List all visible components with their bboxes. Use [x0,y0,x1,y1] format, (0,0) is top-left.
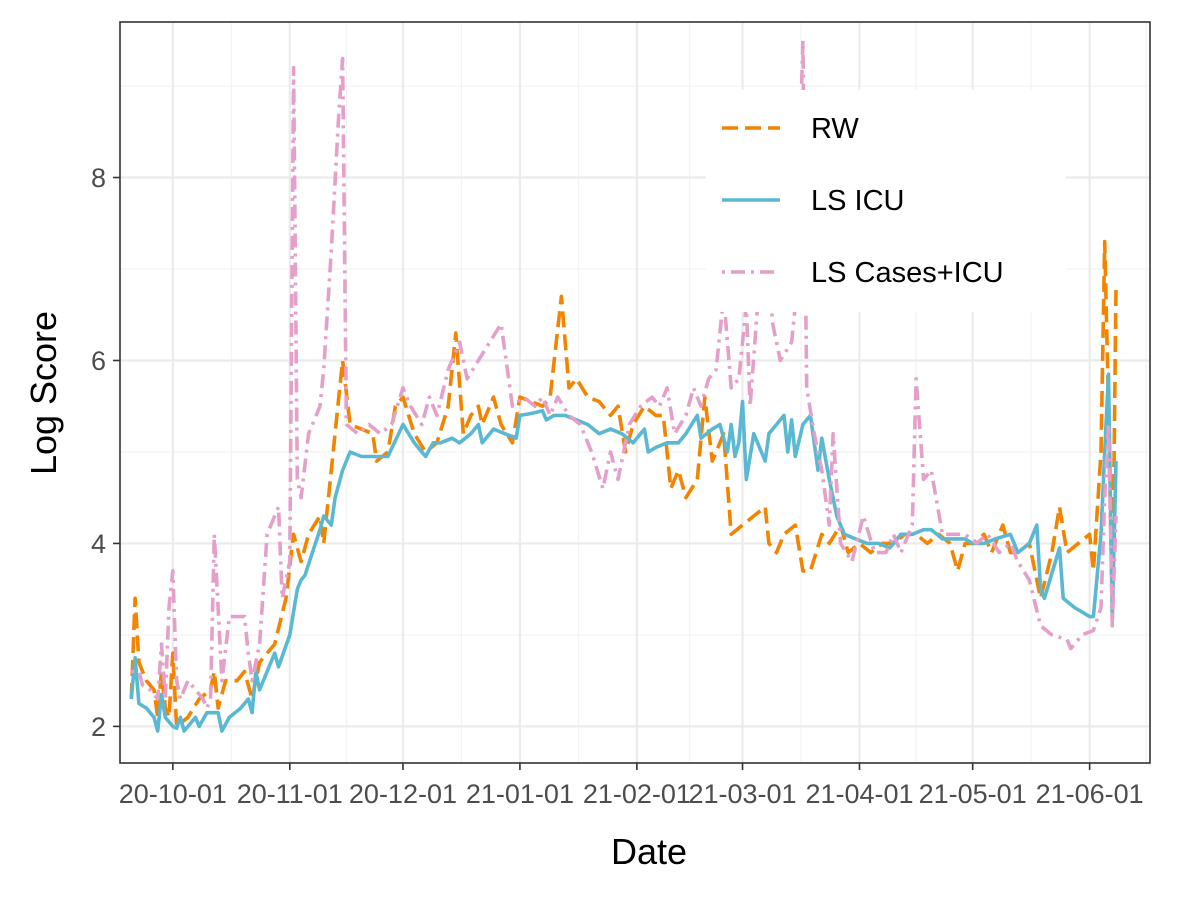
x-tick-label: 20-12-01 [349,779,457,809]
x-tick-label: 21-01-01 [466,779,574,809]
legend-label-2: LS ICU [811,185,904,217]
legend-label-1: RW [811,113,859,145]
x-tick-label: 20-11-01 [237,779,343,809]
x-tick-label: 21-03-01 [688,779,796,809]
series-line-3 [131,38,1118,710]
x-tick-label: 21-05-01 [919,779,1027,809]
x-axis: 20-10-01 20-11-01 20-12-01 21-01-01 21-02-01… [119,763,1144,809]
legend: RW LS ICU LS Cases+ICU [706,90,1066,312]
y-tick-label: 2 [91,712,106,742]
x-tick-label: 21-02-01 [583,779,691,809]
series-layer [129,38,1118,733]
y-tick-label: 8 [91,163,106,193]
y-tick-label: 6 [91,346,106,376]
y-axis: 2 4 6 8 [91,163,120,742]
y-tick-label: 4 [91,529,106,559]
x-tick-label: 20-10-01 [119,779,227,809]
x-tick-label: 21-06-01 [1036,779,1144,809]
legend-label-3: LS Cases+ICU [811,257,1004,289]
plot-border [119,21,1151,764]
x-tick-label: 21-04-01 [805,779,913,809]
x-axis-title: Date [611,831,687,872]
y-axis-title: Log Score [23,311,64,475]
